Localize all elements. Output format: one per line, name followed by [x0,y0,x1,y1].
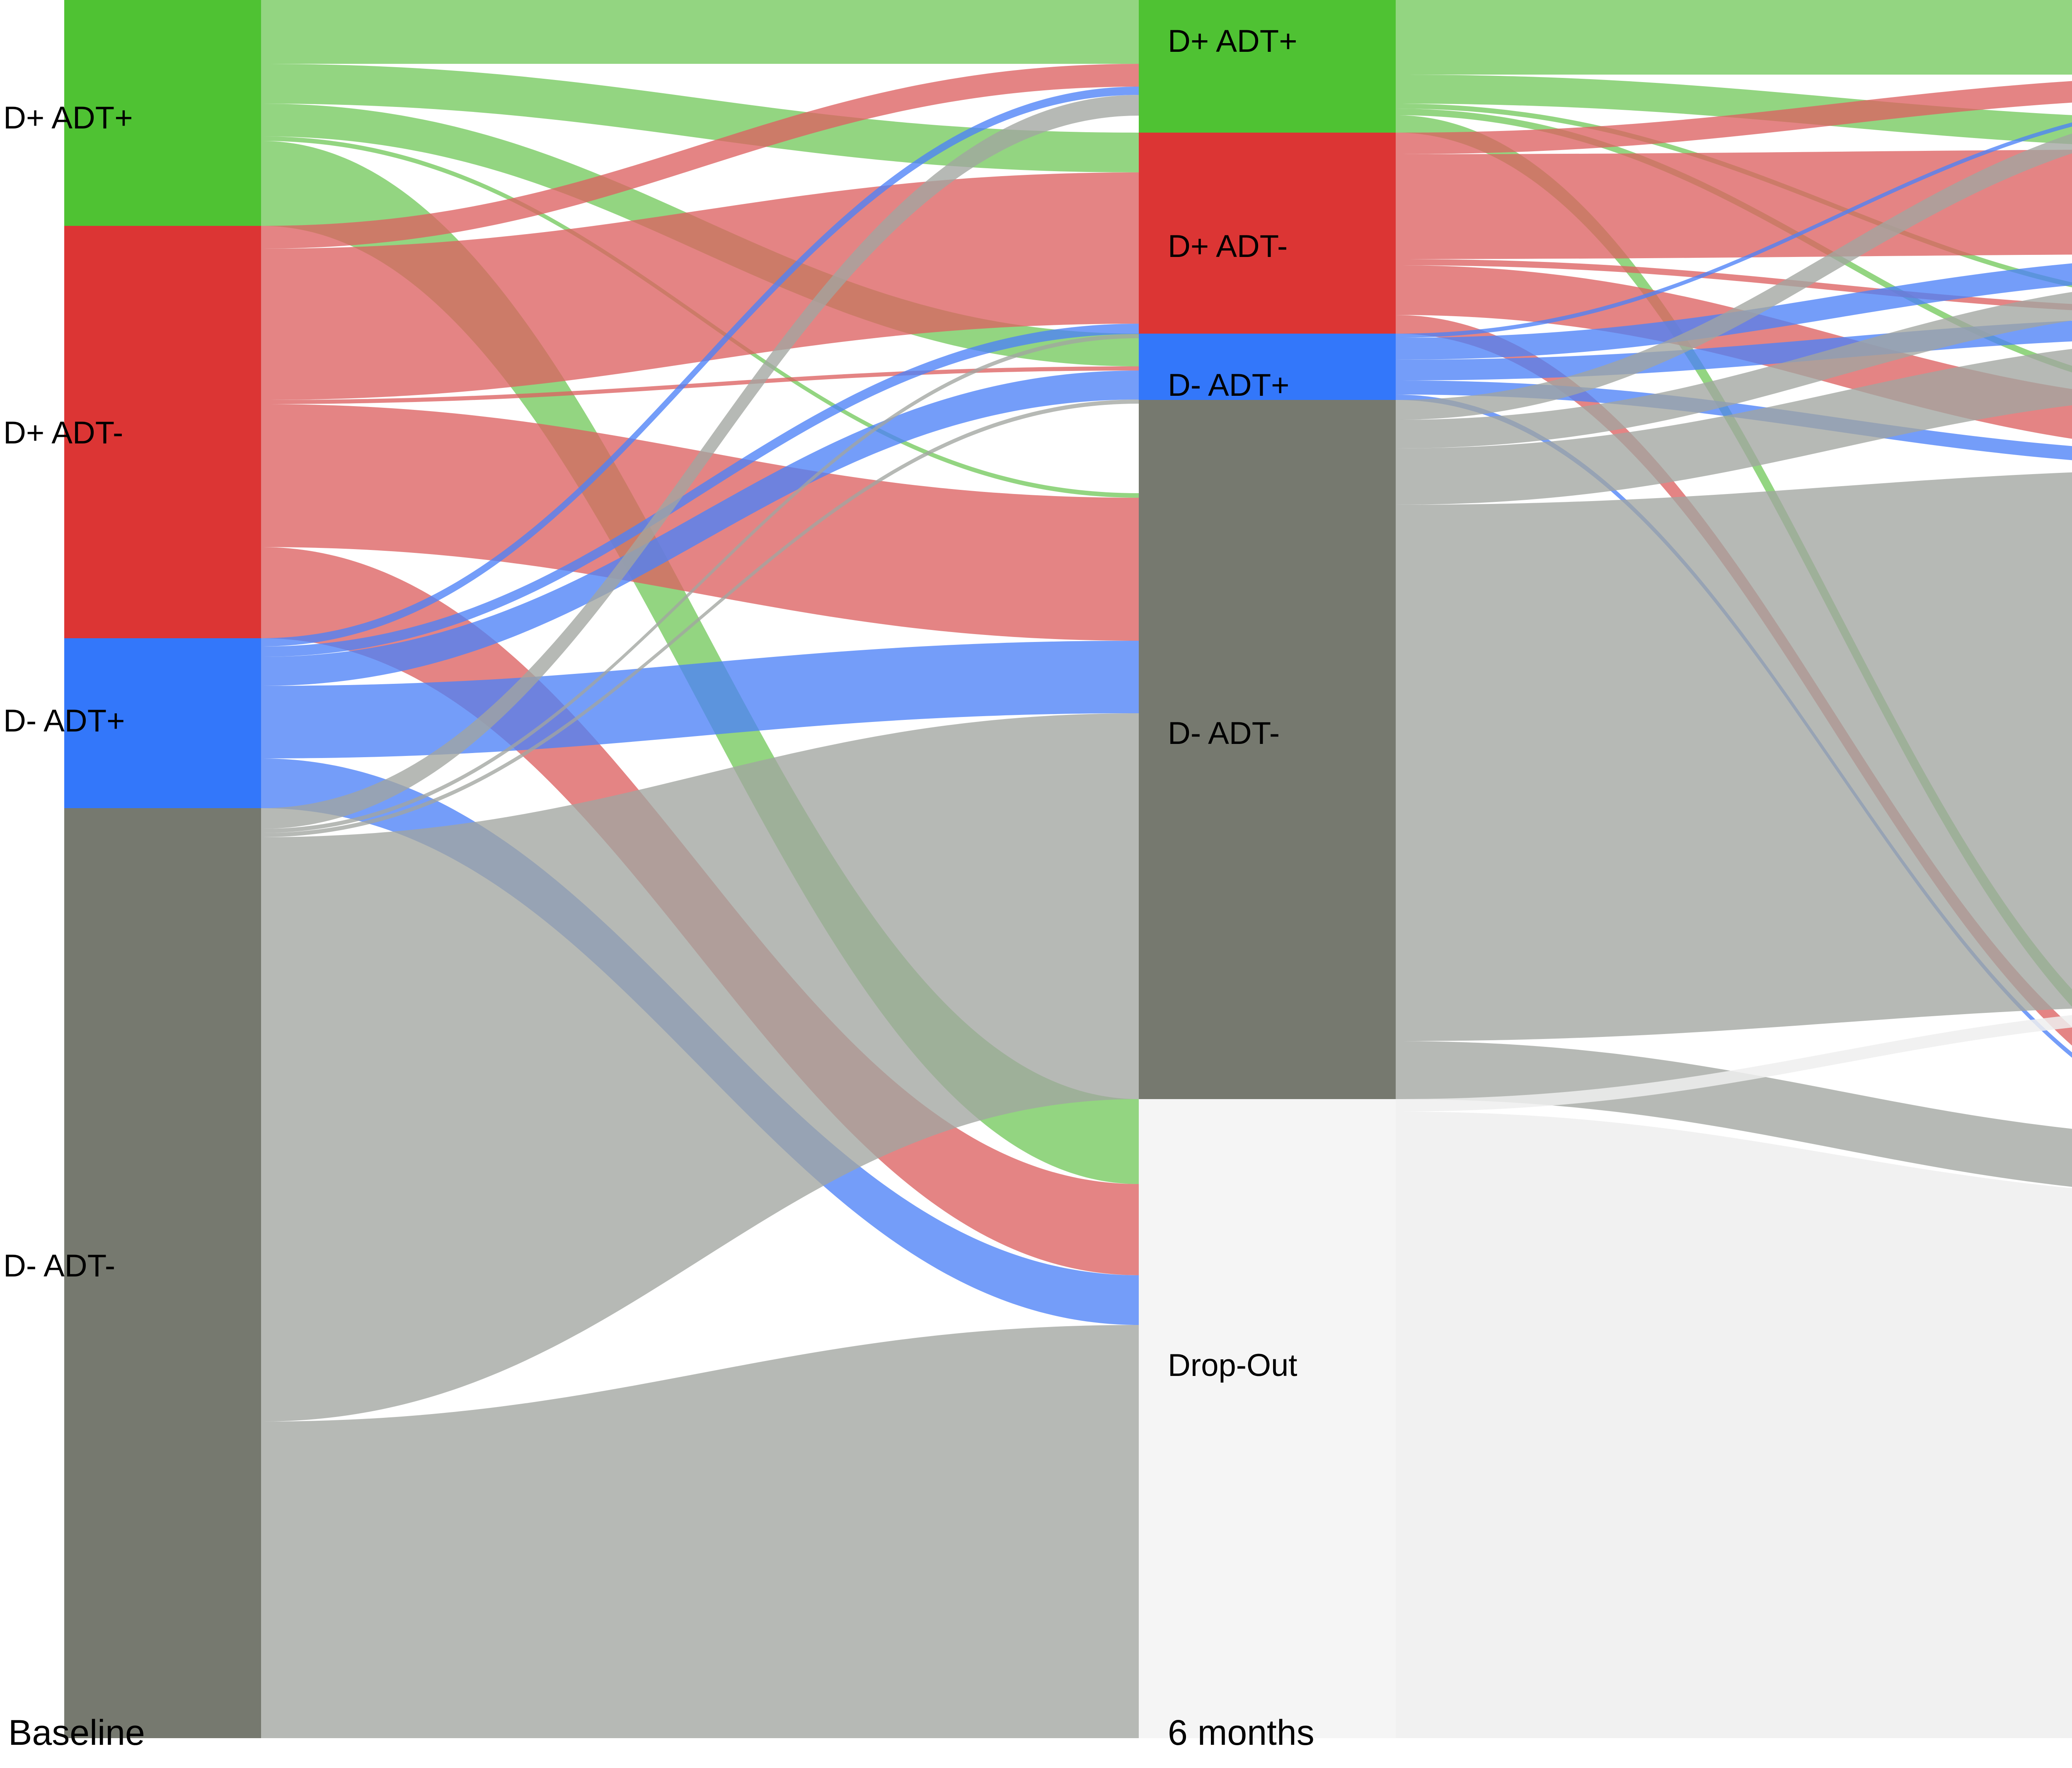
sankey-link-b_dm_adtm-to-s_dm_adtm[interactable] [261,713,1139,1422]
sankey-link-s_dropout-to-t_dm_adtm[interactable] [1396,1005,2072,1112]
sankey-link-s_dm_adtm-to-t_dm_adtp[interactable] [1396,337,2072,505]
sankey-link-s_dp_adtp-to-t_dm_adtm[interactable] [1396,109,2072,404]
sankey-node-s_dp_adtp[interactable] [1139,0,1396,133]
sankey-link-s_dp_adtm-to-t_dp_adtp[interactable] [1396,75,2072,154]
sankey-link-b_dm_adtm-to-s_dp_adtm[interactable] [261,334,1139,833]
node-label-b_dp_adtm: D+ ADT- [3,415,123,450]
links-layer [261,0,2072,1739]
sankey-link-s_dp_adtp-to-t_dp_adtm[interactable] [1396,75,2072,149]
sankey-link-s_dm_adtm-to-t_dp_adtp[interactable] [1396,100,2072,420]
sankey-link-s_dm_adtp-to-t_dm_adtm[interactable] [1396,380,2072,468]
sankey-link-b_dp_adtm-to-s_dp_adtp[interactable] [261,64,1139,249]
axis-label-baseline: Baseline [8,1713,145,1753]
axis-label-m6: 6 months [1168,1713,1314,1753]
sankey-link-b_dm_adtm-to-s_dm_adtp[interactable] [261,400,1139,837]
sankey-node-s_dropout[interactable] [1139,1099,1396,1738]
sankey-node-b_dp_adtm[interactable] [64,226,261,638]
node-label-b_dm_adtp: D- ADT+ [3,703,125,739]
node-label-s_dp_adtm: D+ ADT- [1168,229,1288,264]
sankey-link-b_dm_adtm-to-s_dropout[interactable] [261,1325,1139,1738]
sankey-node-s_dm_adtm[interactable] [1139,400,1396,1099]
sankey-link-s_dm_adtm-to-t_dm_adtm[interactable] [1396,468,2072,1041]
sankey-link-s_dp_adtm-to-t_dp_adtm[interactable] [1396,149,2072,259]
sankey-link-b_dp_adtm-to-s_dp_adtm[interactable] [261,172,1139,400]
sankey-link-s_dm_adtp-to-t_dp_adtm[interactable] [1396,254,2072,360]
sankey-link-b_dp_adtm-to-s_dm_adtp[interactable] [261,366,1139,404]
sankey-link-b_dm_adtm-to-s_dp_adtp[interactable] [261,95,1139,829]
sankey-link-s_dm_adtm-to-t_dropout[interactable] [1396,1041,2072,1198]
nodes-layer [64,0,1396,1738]
sankey-node-s_dm_adtp[interactable] [1139,334,1396,400]
sankey-link-s_dp_adtp-to-t_dm_adtp[interactable] [1396,104,2072,310]
sankey-node-b_dp_adtp[interactable] [64,0,261,226]
node-label-s_dm_adtm: D- ADT- [1168,716,1280,751]
sankey-link-s_dm_adtm-to-t_dp_adtm[interactable] [1396,276,2072,448]
sankey-link-s_dropout-to-t_dropout[interactable] [1396,1112,2072,1739]
sankey-link-b_dm_adtp-to-s_dm_adtp[interactable] [261,371,1139,686]
sankey-node-s_dp_adtm[interactable] [1139,133,1396,334]
node-label-s_dp_adtp: D+ ADT+ [1168,24,1297,59]
sankey-link-s_dm_adtp-to-t_dp_adtp[interactable] [1396,96,2072,338]
sankey-node-b_dm_adtp[interactable] [64,638,261,808]
node-label-b_dm_adtm: D- ADT- [3,1248,115,1284]
node-label-b_dp_adtp: D+ ADT+ [3,100,133,136]
node-label-s_dropout: Drop-Out [1168,1348,1297,1383]
node-labels-layer: D+ ADT+ D+ ADT- D- ADT+ D- ADT- D+ ADT+ D+ AD… [3,24,1297,1383]
sankey-link-b_dm_adtp-to-s_dp_adtm[interactable] [261,324,1139,657]
sankey-node-b_dm_adtm[interactable] [64,808,261,1738]
sankey-link-s_dp_adtp-to-t_dp_adtp[interactable] [1396,0,2072,75]
sankey-link-b_dp_adtp-to-s_dp_adtm[interactable] [261,64,1139,172]
sankey-link-b_dm_adtp-to-s_dp_adtp[interactable] [261,87,1139,647]
node-label-s_dm_adtp: D- ADT+ [1168,368,1290,403]
sankey-link-b_dp_adtp-to-s_dropout[interactable] [261,141,1139,1184]
sankey-link-b_dp_adtp-to-s_dp_adtp[interactable] [261,0,1139,64]
